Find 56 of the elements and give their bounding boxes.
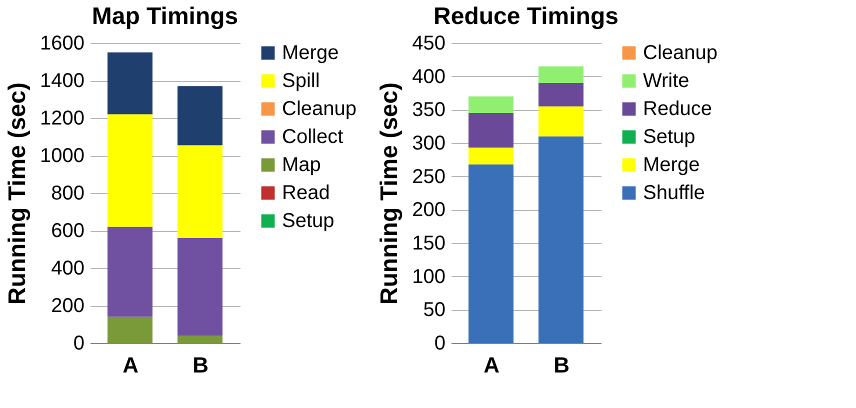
y-tick-label: 100 (412, 266, 446, 288)
legend-label: Merge (643, 154, 700, 176)
legend-label: Merge (282, 42, 339, 64)
y-tick-label: 1000 (40, 145, 84, 167)
legend-label: Setup (282, 210, 334, 232)
x-tick-label: B (554, 352, 570, 378)
y-tick-label: 200 (412, 199, 446, 222)
y-tick-label: 50 (423, 299, 446, 322)
y-tick-label: 300 (412, 132, 446, 154)
y-tick-label: 350 (412, 99, 446, 122)
bar (468, 164, 514, 343)
bar (108, 52, 152, 114)
legend-label: Cleanup (643, 42, 718, 64)
bar (538, 83, 584, 106)
bar (178, 336, 222, 343)
legend-label: Setup (643, 126, 696, 148)
bar (538, 136, 584, 343)
y-axis-title: Running Time (sec) (4, 82, 32, 305)
y-tick-label: 0 (434, 332, 446, 354)
y-tick-label: 1200 (40, 108, 84, 130)
y-tick-label: 150 (412, 232, 446, 254)
chart-title: Reduce Timings (434, 3, 618, 30)
y-tick-label: 250 (412, 166, 446, 188)
bar (468, 148, 514, 164)
y-tick-label: 1400 (40, 70, 84, 92)
y-tick-label: 400 (412, 66, 446, 88)
legend-label: Reduce (643, 98, 712, 120)
y-axis-title: Running Time (sec) (376, 82, 404, 305)
y-tick-label: 200 (51, 295, 84, 317)
bar (108, 226, 152, 317)
bar (468, 96, 514, 113)
y-tick-label: 800 (51, 182, 84, 204)
legend-label: Spill (282, 70, 320, 92)
legend-label: Write (643, 70, 690, 92)
bar (178, 238, 222, 336)
bar (468, 113, 514, 148)
bar (538, 66, 584, 83)
bar (178, 145, 222, 238)
y-tick-label: 1600 (40, 32, 84, 54)
y-tick-label: 600 (51, 220, 84, 242)
chart-title: Map Timings (92, 3, 238, 30)
legend-label: Collect (282, 126, 344, 148)
x-tick-label: A (484, 352, 500, 378)
y-tick-label: 450 (412, 32, 446, 54)
legend-label: Shuffle (643, 182, 705, 204)
bar (178, 86, 222, 146)
bar (538, 106, 584, 136)
x-tick-label: A (122, 352, 139, 378)
legend-label: Map (282, 154, 321, 176)
bar (108, 316, 152, 343)
bar (108, 114, 152, 227)
x-tick-label: B (192, 352, 208, 378)
legend-label: Read (282, 182, 330, 204)
y-tick-label: 400 (51, 258, 84, 280)
y-tick-label: 0 (73, 332, 84, 354)
legend-label: Cleanup (282, 98, 357, 120)
